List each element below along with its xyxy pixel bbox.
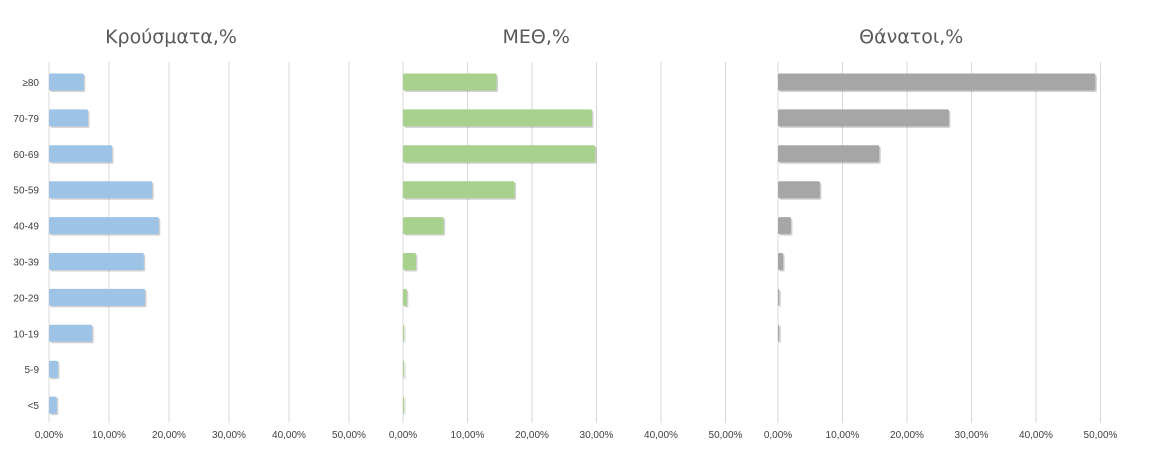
bar-≥80 [778, 73, 1096, 91]
bar-60-69 [778, 145, 880, 163]
bar-40-49 [778, 217, 791, 235]
x-tick-label: 0,00% [764, 430, 792, 441]
x-tick-label: 30,00% [580, 430, 614, 441]
bar-50-59 [403, 181, 515, 199]
bar-30-39 [778, 253, 784, 270]
bar-40-49 [403, 217, 444, 235]
chart-panel-1: Κρούσματα,% ≥80 70-79 60-69 50-59 40-49 30-39 2… [13, 26, 366, 441]
bar-shadow [779, 290, 781, 308]
bar-30-39 [403, 253, 416, 270]
x-tick-label: 0,00% [389, 430, 417, 441]
x-tick-label: 40,00% [272, 430, 306, 441]
category-label: 20-29 [13, 293, 39, 304]
bar-10-19 [49, 324, 93, 342]
bar-70-79 [49, 109, 88, 127]
bar-70-79 [403, 109, 592, 127]
bar-5-9 [403, 360, 404, 378]
bar-20-29 [778, 288, 780, 306]
x-tick-label: 20,00% [890, 430, 924, 441]
x-tick-label: 0,00% [35, 430, 63, 441]
x-tick-label: 20,00% [152, 430, 186, 441]
chart-panel-3: Θάνατοι,% 0,00% 10,00% 20,00% 30,00% 40,00% 50… [764, 26, 1118, 441]
x-tick-label: 10,00% [451, 430, 485, 441]
category-label: <5 [28, 401, 40, 412]
bar-70-79 [778, 109, 949, 127]
bar-shadow [404, 398, 406, 416]
x-tick-label: 50,00% [709, 430, 743, 441]
chart-title: ΜΕΘ,% [503, 26, 570, 48]
bar-60-69 [49, 145, 112, 163]
x-tick-label: 50,00% [332, 430, 366, 441]
bar-20-29 [49, 288, 145, 306]
bar-shadow [404, 362, 406, 380]
x-tick-label: 40,00% [644, 430, 678, 441]
x-tick-label: 40,00% [1019, 430, 1053, 441]
x-tick-label: 10,00% [92, 430, 126, 441]
category-label: 30-39 [13, 258, 39, 269]
category-label: 50-59 [13, 186, 39, 197]
bar-60-69 [403, 145, 596, 163]
chart-title: Θάνατοι,% [859, 26, 963, 48]
chart-title: Κρούσματα,% [105, 26, 237, 48]
category-label: 10-19 [13, 329, 39, 340]
bar-shadow [779, 326, 781, 344]
bar-20-29 [403, 288, 407, 306]
bar-40-49 [49, 217, 159, 235]
bar-30-39 [49, 253, 144, 270]
bar-≥80 [403, 73, 497, 91]
bar-<5 [49, 396, 57, 414]
bar-50-59 [778, 181, 820, 199]
bar-50-59 [49, 181, 153, 199]
x-tick-label: 20,00% [515, 430, 549, 441]
bar-shadow [404, 326, 406, 344]
x-tick-label: 50,00% [1084, 430, 1118, 441]
bar-10-19 [778, 324, 780, 342]
x-tick-label: 30,00% [955, 430, 989, 441]
bar-5-9 [49, 360, 58, 378]
category-label: 60-69 [13, 150, 39, 161]
x-tick-label: 30,00% [212, 430, 246, 441]
bar-≥80 [49, 73, 84, 91]
bar-<5 [403, 396, 404, 414]
category-label: 5-9 [25, 365, 40, 376]
chart-panel-2: ΜΕΘ,% 0,00% 10,00% 20,00% 30,00% 40,00% 50,00% [389, 26, 743, 441]
bar-10-19 [403, 324, 404, 342]
x-tick-label: 10,00% [826, 430, 860, 441]
category-label: ≥80 [22, 78, 39, 89]
category-label: 70-79 [13, 114, 39, 125]
category-label: 40-49 [13, 222, 39, 233]
